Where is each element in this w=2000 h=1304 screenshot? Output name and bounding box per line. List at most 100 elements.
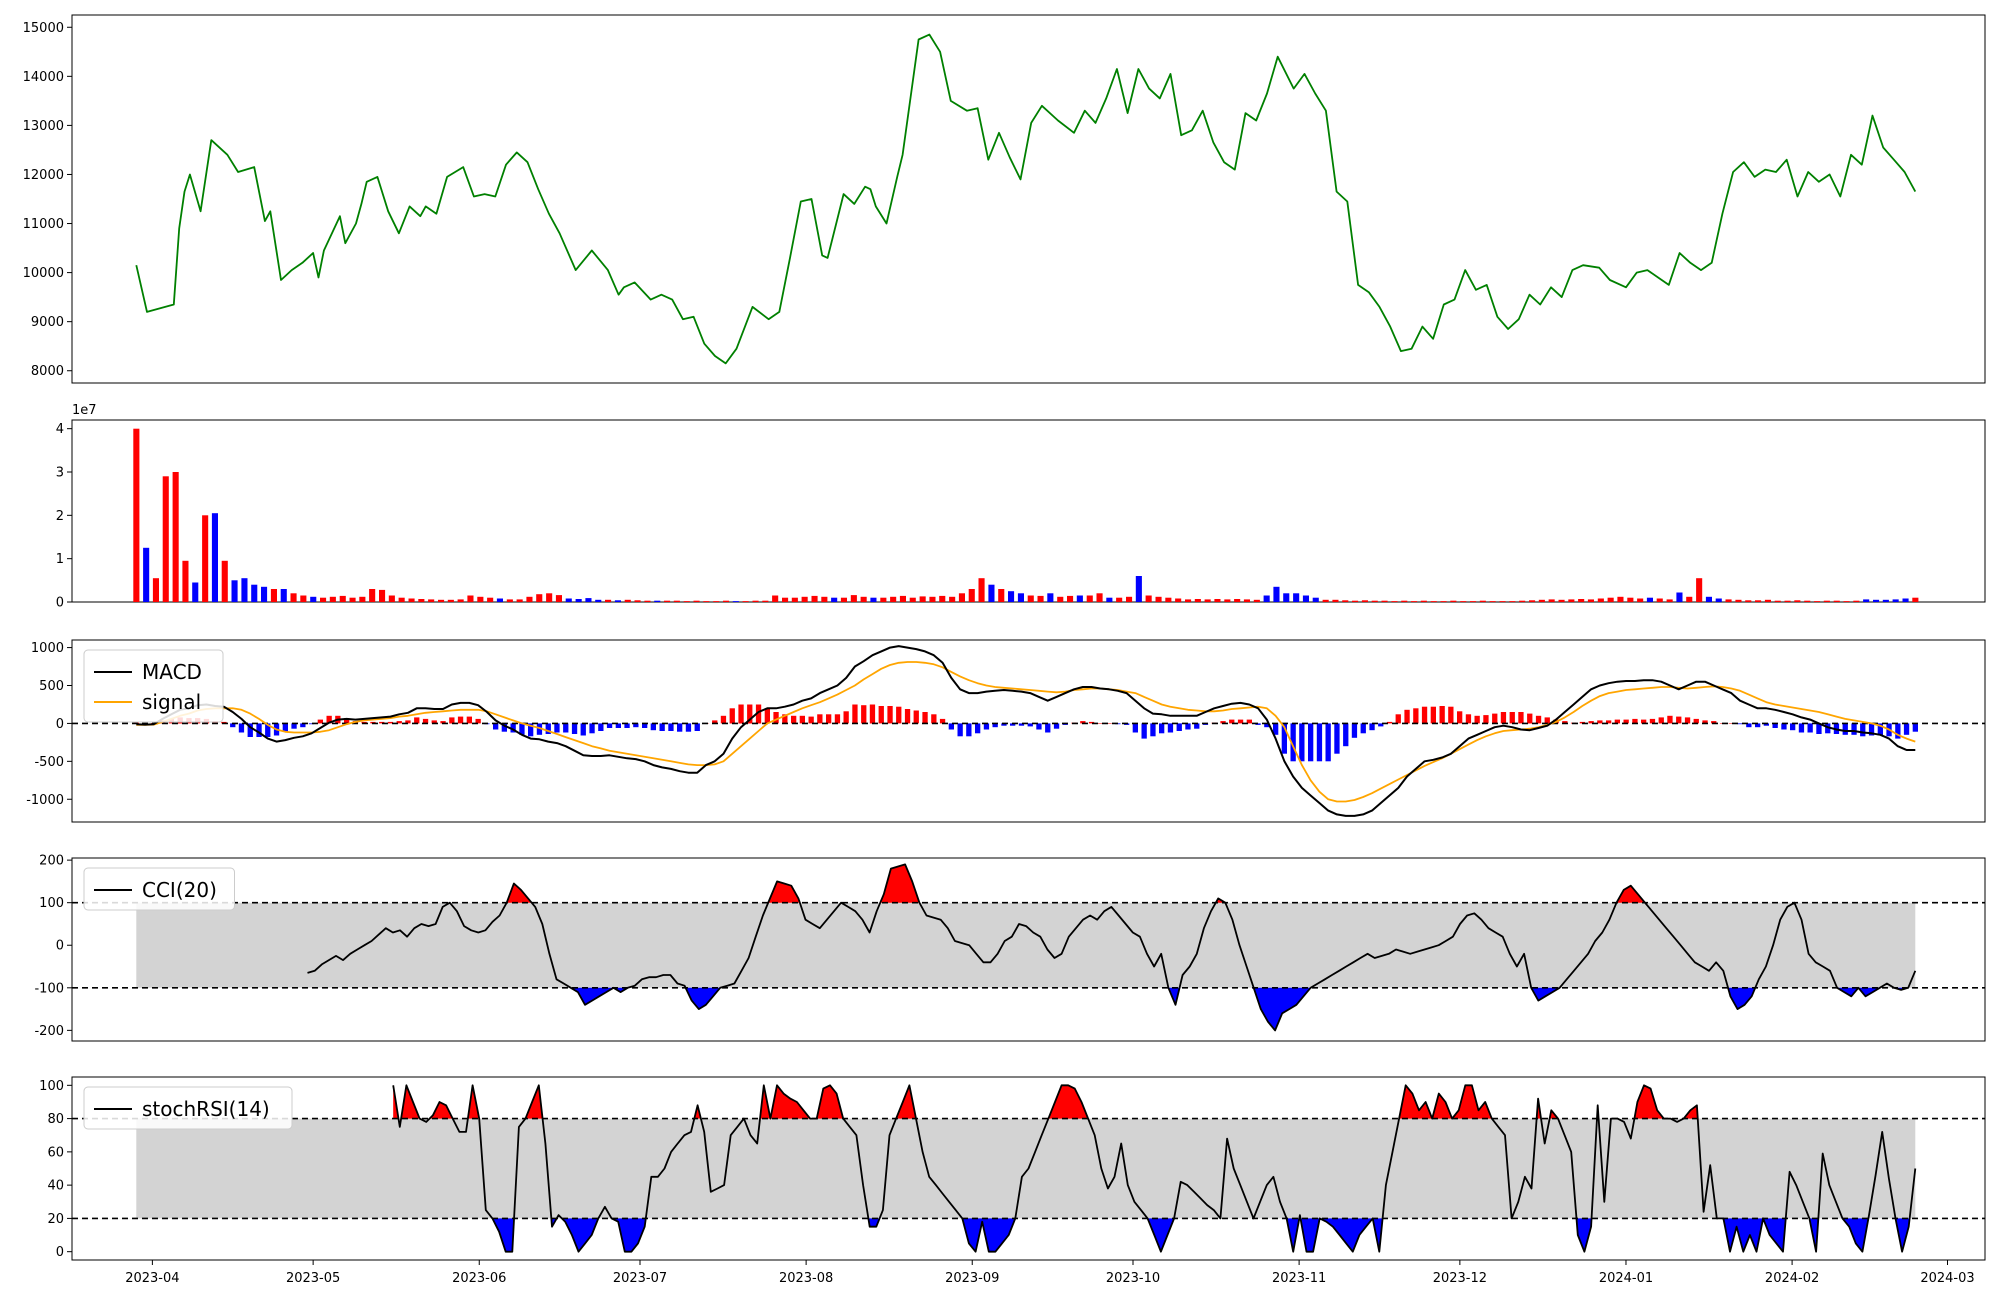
volume-bar — [1568, 599, 1575, 602]
macd-frame — [71, 639, 1986, 823]
volume-bar — [1637, 598, 1644, 602]
macd-histogram-bar — [1606, 720, 1612, 724]
cci-oversold-fill — [1168, 987, 1180, 1005]
macd-histogram-bar — [1290, 723, 1296, 762]
cci-overbought-fill — [1616, 885, 1645, 903]
macd-histogram-bar — [1807, 723, 1813, 733]
macd-histogram-bar — [694, 723, 700, 731]
volume-bar — [1312, 597, 1319, 602]
macd-histogram-bar — [1106, 723, 1112, 724]
volume-bar — [831, 597, 838, 602]
macd-histogram-bar — [992, 723, 998, 728]
macd-histogram-bar — [317, 719, 323, 724]
volume-bar — [339, 595, 346, 602]
volume-bar — [241, 578, 248, 602]
macd-histogram-bar — [1132, 723, 1138, 733]
cci-oversold-fill — [685, 987, 721, 1010]
macd-histogram-bar — [1684, 717, 1691, 724]
macd-histogram-bar — [475, 718, 481, 724]
macd-histogram-bar — [440, 721, 446, 724]
volume-bar — [1283, 593, 1290, 602]
macd-histogram-bar — [1641, 719, 1647, 724]
macd-histogram-bar — [291, 723, 297, 729]
volume-ytick-label: 1 — [56, 552, 64, 567]
macd-histogram-bar — [677, 723, 683, 732]
macd-ytick-label: 1000 — [31, 641, 64, 656]
macd-histogram-bar — [1097, 723, 1103, 724]
stochrsi-oversold-fill — [1286, 1218, 1300, 1252]
volume-bar — [1814, 601, 1821, 602]
volume-bar — [1460, 601, 1467, 602]
macd-histogram-bar — [1176, 723, 1182, 731]
macd-histogram-bar — [1334, 723, 1340, 754]
macd-histogram-bar — [738, 704, 744, 724]
volume-bar — [565, 598, 572, 602]
volume-bar — [1479, 600, 1486, 602]
macd-histogram-bar — [554, 723, 560, 733]
volume-bar — [231, 580, 238, 602]
macd-histogram-bar — [904, 709, 911, 724]
volume-bar — [1705, 596, 1712, 602]
macd-histogram-bar — [1053, 723, 1060, 729]
cci-ytick-label: 0 — [56, 939, 64, 954]
macd-series-line — [136, 661, 1916, 803]
macd-histogram-bar — [326, 715, 332, 724]
macd-histogram-bar — [764, 708, 770, 724]
macd-histogram-bar — [615, 723, 621, 728]
stochrsi-oversold-fill — [561, 1218, 599, 1252]
macd-histogram-bar — [1860, 723, 1866, 737]
volume-bar — [988, 584, 995, 602]
macd-histogram-bar — [1772, 723, 1778, 728]
price-ytick-label: 8000 — [31, 364, 64, 379]
macd-histogram-bar — [282, 723, 288, 732]
macd-histogram-bar — [817, 714, 823, 724]
volume-bar — [516, 599, 523, 602]
stochrsi-ytick-label: 0 — [56, 1245, 64, 1260]
volume-bar — [1519, 600, 1526, 602]
volume-bar — [1912, 597, 1919, 602]
volume-bar — [791, 597, 798, 602]
macd-histogram-bar — [1255, 723, 1261, 725]
stochrsi-overbought-fill — [770, 1085, 811, 1119]
stochrsi-overbought-fill — [1452, 1085, 1492, 1119]
macd-histogram-bar — [1439, 706, 1445, 724]
volume-bar — [1863, 599, 1870, 602]
macd-histogram-bar — [300, 723, 306, 728]
price-ytick-label: 14000 — [23, 70, 64, 85]
volume-bar — [595, 599, 602, 602]
macd-histogram-bar — [1421, 706, 1428, 724]
volume-panel: 0 1 2 3 4 1e7 — [56, 403, 1986, 611]
volume-bar — [939, 595, 946, 602]
stochrsi-legend-label: stochRSI(14) — [142, 1097, 270, 1121]
stochrsi-ytick-label: 80 — [47, 1112, 64, 1127]
volume-bar — [546, 593, 553, 602]
volume-bar — [1430, 601, 1437, 602]
volume-bar — [1499, 601, 1506, 602]
stochrsi-oversold-fill — [1763, 1218, 1786, 1252]
macd-histogram-bar — [668, 723, 674, 731]
volume-bar — [683, 601, 690, 602]
date-tick-label: 2023-10 — [1106, 1271, 1160, 1286]
stochrsi-oversold-fill — [962, 1218, 1016, 1252]
volume-bar — [870, 597, 877, 602]
volume-bar — [408, 598, 415, 602]
volume-bar — [1224, 599, 1231, 602]
macd-histogram-bar — [1088, 721, 1095, 724]
volume-bar — [821, 596, 828, 602]
cci-band — [136, 902, 1916, 988]
volume-bar — [1057, 596, 1064, 602]
volume-bar — [152, 578, 159, 602]
macd-histogram-bar — [1535, 715, 1542, 724]
macd-histogram-bar — [1018, 723, 1025, 726]
volume-ytick-label: 4 — [56, 422, 64, 437]
macd-histogram-bar — [598, 723, 604, 731]
macd-histogram-bar — [1378, 723, 1384, 727]
volume-bar — [1165, 597, 1172, 602]
volume-bar — [1873, 599, 1880, 602]
macd-histogram-bar — [405, 720, 411, 724]
macd-histogram-bar — [1360, 723, 1366, 734]
macd-histogram-bar — [773, 712, 779, 724]
volume-bar — [752, 600, 759, 602]
macd-histogram-bar — [869, 704, 876, 724]
stochrsi-overbought-fill — [760, 1085, 771, 1119]
